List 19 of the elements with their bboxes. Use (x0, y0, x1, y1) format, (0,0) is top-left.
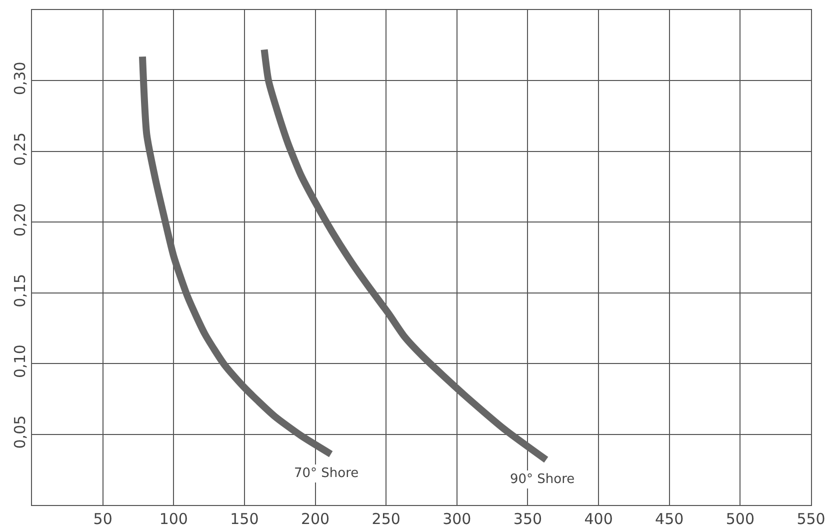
x-tick-label: 250 (372, 510, 400, 528)
x-tick-label: 450 (655, 510, 684, 528)
y-tick-label: 0,15 (11, 274, 29, 308)
x-tick-label: 200 (300, 510, 330, 528)
x-tick-label: 400 (584, 510, 613, 528)
x-tick-label: 50 (93, 510, 112, 528)
x-tick-label: 350 (513, 510, 542, 528)
y-tick-label: 0,25 (11, 132, 29, 166)
x-tick-label: 550 (796, 510, 826, 528)
x-tick-label: 500 (726, 510, 754, 528)
x-tick-label: 100 (159, 510, 188, 528)
y-tick-label: 0,20 (11, 203, 29, 237)
x-tick-label: 150 (230, 510, 259, 528)
x-tick-label: 300 (442, 510, 472, 528)
y-tick-label: 0,10 (11, 344, 29, 378)
series-label: 70° Shore (294, 466, 359, 481)
y-tick-label: 0,05 (11, 415, 29, 449)
series-label: 90° Shore (510, 472, 575, 487)
y-tick-label: 0,30 (11, 62, 29, 96)
